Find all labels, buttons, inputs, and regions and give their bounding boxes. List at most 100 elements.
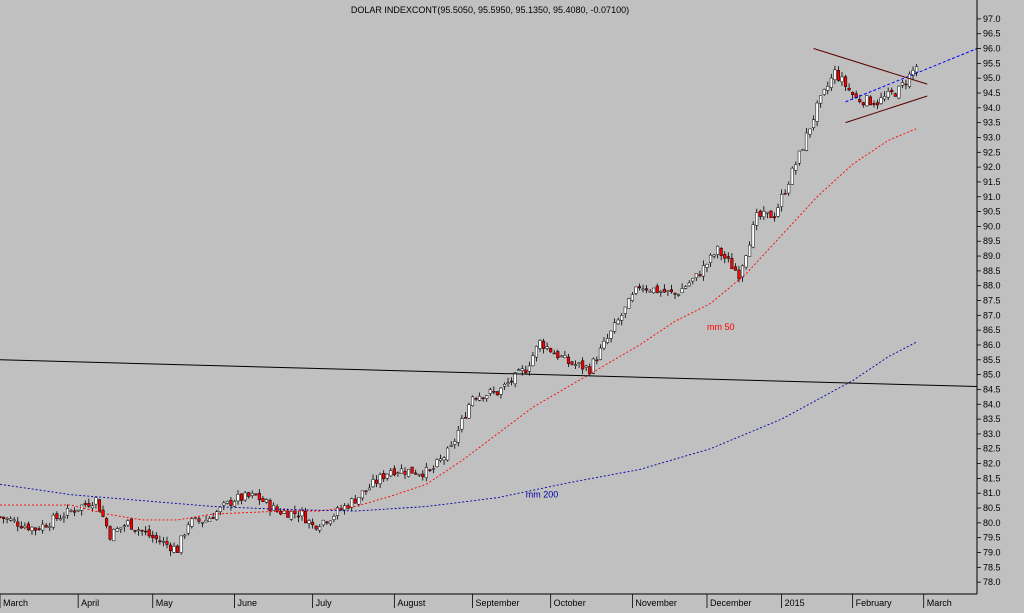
candle-body bbox=[485, 395, 489, 399]
y-tick-label: 93.0 bbox=[983, 132, 1001, 142]
ma-line bbox=[0, 341, 917, 512]
candle-body bbox=[339, 508, 343, 511]
candle-body bbox=[296, 515, 300, 518]
y-tick-label: 89.0 bbox=[983, 251, 1001, 261]
candle-body bbox=[449, 445, 453, 447]
candle-body bbox=[694, 273, 698, 279]
candle-body bbox=[705, 263, 709, 268]
candle-body bbox=[737, 269, 741, 280]
candle-body bbox=[204, 520, 208, 523]
x-tick-label: July bbox=[316, 598, 333, 608]
candle-body bbox=[474, 398, 478, 400]
x-tick-label: August bbox=[397, 598, 426, 608]
candle-body bbox=[211, 517, 215, 519]
candle-body bbox=[833, 69, 837, 81]
candle-body bbox=[94, 497, 98, 505]
candle-body bbox=[453, 441, 457, 445]
y-tick-label: 93.5 bbox=[983, 118, 1001, 128]
candle-body bbox=[403, 470, 407, 475]
candle-body bbox=[0, 516, 2, 518]
candles-layer bbox=[0, 63, 919, 557]
x-tick-label: November bbox=[635, 598, 677, 608]
candle-body bbox=[708, 254, 713, 264]
candle-body bbox=[407, 468, 411, 477]
candle-body bbox=[581, 360, 585, 370]
y-tick-label: 85.0 bbox=[983, 370, 1001, 380]
candle-body bbox=[240, 493, 244, 501]
candle-body bbox=[577, 362, 581, 365]
candle-body bbox=[588, 366, 592, 374]
candle-body bbox=[630, 294, 634, 301]
candle-body bbox=[16, 521, 20, 527]
candle-body bbox=[200, 521, 205, 524]
candle-body bbox=[399, 468, 404, 474]
candle-body bbox=[76, 509, 80, 512]
chart-title: DOLAR INDEXCONT(95.5050, 95.5950, 95.135… bbox=[351, 5, 629, 15]
candle-body bbox=[542, 340, 546, 349]
y-tick-label: 91.0 bbox=[983, 192, 1001, 202]
candle-body bbox=[389, 470, 393, 477]
candle-body bbox=[744, 255, 748, 268]
candle-body bbox=[300, 510, 304, 517]
candle-body bbox=[463, 417, 467, 419]
candle-body bbox=[758, 210, 762, 217]
candle-body bbox=[140, 529, 144, 532]
ma-label: mm 50 bbox=[707, 322, 735, 332]
candle-body bbox=[573, 364, 578, 366]
candle-body bbox=[492, 391, 496, 393]
candle-body bbox=[137, 529, 141, 532]
candle-body bbox=[303, 510, 308, 524]
trend-line bbox=[813, 48, 928, 85]
candle-body bbox=[478, 395, 482, 401]
candle-body bbox=[730, 258, 734, 269]
x-tick-label: April bbox=[81, 598, 99, 608]
candle-body bbox=[641, 288, 645, 291]
candle-body bbox=[616, 319, 620, 325]
y-tick-label: 90.5 bbox=[983, 207, 1001, 217]
candle-body bbox=[545, 346, 549, 349]
candle-body bbox=[470, 396, 475, 406]
candle-body bbox=[51, 514, 55, 528]
candle-body bbox=[414, 472, 418, 475]
candle-body bbox=[307, 520, 311, 524]
candle-body bbox=[698, 274, 702, 277]
candle-body bbox=[151, 534, 155, 538]
candle-body bbox=[499, 387, 503, 395]
candle-body bbox=[748, 244, 752, 257]
candle-body bbox=[417, 473, 421, 476]
candle-body bbox=[346, 505, 350, 509]
candle-body bbox=[680, 288, 684, 293]
y-tick-label: 78.0 bbox=[983, 577, 1001, 587]
candle-body bbox=[225, 500, 229, 504]
candle-body bbox=[62, 516, 66, 519]
candle-body bbox=[886, 91, 890, 98]
y-tick-label: 84.0 bbox=[983, 399, 1001, 409]
candle-body bbox=[843, 76, 848, 87]
candle-body bbox=[538, 340, 542, 349]
candle-body bbox=[257, 492, 261, 501]
candle-body bbox=[55, 513, 59, 519]
candle-body bbox=[623, 306, 627, 314]
candle-body bbox=[911, 70, 915, 76]
y-tick-label: 87.0 bbox=[983, 310, 1001, 320]
candle-body bbox=[350, 498, 354, 508]
x-tick-label: March bbox=[927, 598, 952, 608]
y-tick-label: 86.5 bbox=[983, 325, 1001, 335]
candle-body bbox=[794, 164, 798, 171]
candle-body bbox=[780, 194, 784, 207]
candle-body bbox=[105, 518, 109, 527]
candle-body bbox=[2, 516, 6, 519]
candle-body bbox=[620, 315, 624, 321]
candle-body bbox=[19, 526, 23, 529]
candle-body bbox=[772, 216, 777, 219]
y-tick-label: 96.5 bbox=[983, 29, 1001, 39]
candle-body bbox=[30, 526, 34, 531]
y-tick-label: 88.5 bbox=[983, 266, 1001, 276]
y-tick-label: 80.0 bbox=[983, 518, 1001, 528]
candle-body bbox=[229, 499, 233, 506]
candle-body bbox=[506, 382, 510, 384]
candle-body bbox=[609, 330, 613, 339]
candle-body bbox=[435, 459, 439, 467]
candle-body bbox=[250, 493, 254, 496]
candle-body bbox=[659, 291, 663, 293]
